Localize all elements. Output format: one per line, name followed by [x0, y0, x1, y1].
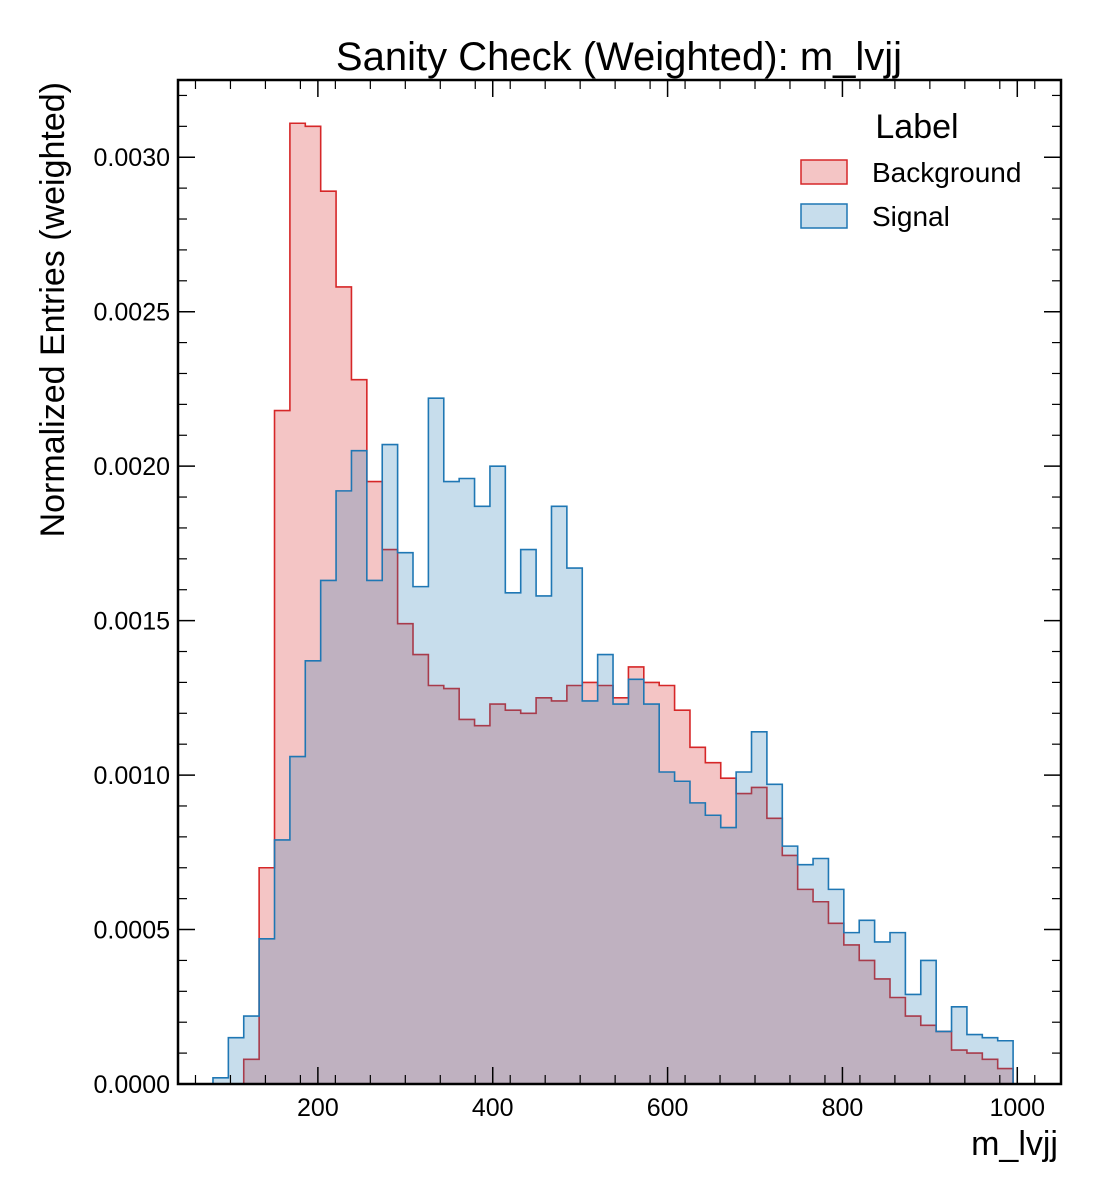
legend-label-signal: Signal: [872, 201, 950, 232]
x-tick-label-1000: 1000: [989, 1094, 1045, 1122]
ticks-layer: 200 400 600 800 1000 0.0000 0.0005 0.0010 0.0015…: [94, 80, 1061, 1122]
legend-swatch-signal: [800, 203, 848, 229]
series-line-background: [212, 122, 1014, 1085]
legend-entry-background: Background: [800, 157, 1021, 188]
legend-entry-signal: Signal: [800, 201, 950, 232]
y-tick-label-5: 0.0025: [94, 299, 170, 327]
series-fill-background: [212, 123, 1014, 1084]
series-fill-signal: [212, 398, 1014, 1084]
plot-frame: [176, 78, 1063, 1086]
y-tick-label-1: 0.0005: [94, 917, 170, 945]
series-layer: [212, 122, 1014, 1085]
y-tick-label-2: 0.0010: [94, 762, 170, 790]
series-line-signal: [212, 397, 1014, 1084]
y-tick-label-3: 0.0015: [94, 608, 170, 636]
x-tick-label-800: 800: [822, 1094, 864, 1122]
x-tick-label-400: 400: [472, 1094, 514, 1122]
chart-title: Sanity Check (Weighted): m_lvjj: [336, 35, 902, 79]
legend: Label Background Signal: [800, 108, 1021, 232]
legend-title: Label: [875, 108, 958, 146]
legend-label-background: Background: [872, 157, 1021, 188]
x-axis-label: m_lvjj: [971, 1125, 1058, 1163]
x-tick-label-200: 200: [297, 1094, 339, 1122]
y-tick-label-6: 0.0030: [94, 144, 170, 172]
y-axis-label: Normalized Entries (weighted): [34, 82, 72, 537]
y-tick-label-4: 0.0020: [94, 453, 170, 481]
y-tick-label-0: 0.0000: [94, 1071, 170, 1099]
x-tick-label-600: 600: [647, 1094, 689, 1122]
legend-swatch-background: [800, 159, 848, 185]
